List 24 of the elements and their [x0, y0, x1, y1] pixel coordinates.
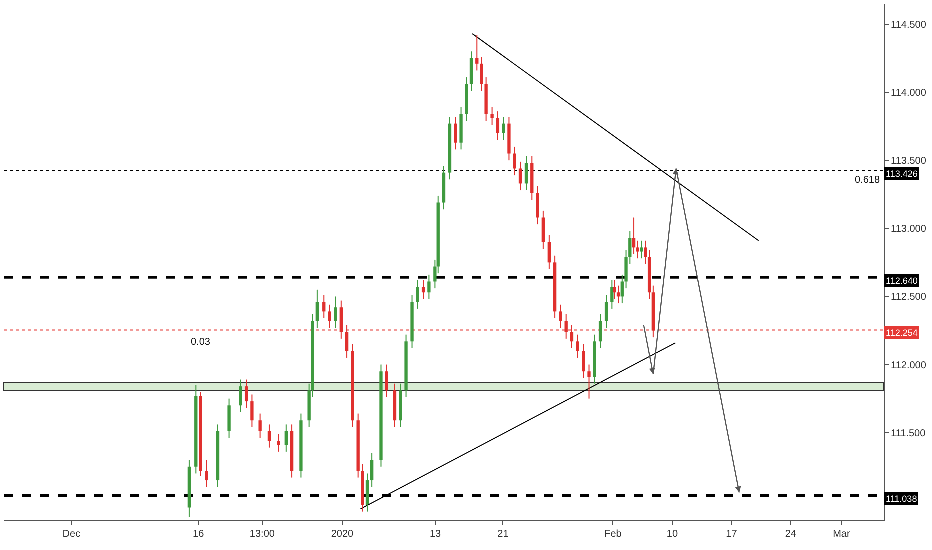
x-tick-label: 13:00 — [250, 529, 276, 540]
ref-line-label: 112.640 — [886, 276, 918, 286]
x-tick-label: 24 — [785, 529, 797, 540]
y-tick-label: 113.000 — [891, 224, 927, 236]
y-tick-label: 114.000 — [891, 88, 927, 99]
x-tick-label: Feb — [604, 529, 622, 540]
x-tick-label: 2020 — [331, 529, 354, 540]
y-tick-label: 113.500 — [891, 156, 927, 168]
y-tick-label: 114.500 — [891, 20, 927, 31]
ref-line-label: 111.038 — [886, 494, 918, 504]
y-tick-label: 112.500 — [891, 292, 927, 304]
annotation: 0.618 — [855, 175, 880, 186]
x-tick-label: 21 — [498, 529, 510, 540]
ref-line-label: 112.254 — [886, 328, 918, 338]
x-tick-label: Dec — [62, 529, 81, 540]
x-tick-label: 16 — [193, 529, 205, 540]
y-tick-label: 112.000 — [891, 360, 927, 372]
ref-line-label: 113.426 — [886, 169, 918, 179]
x-tick-label: 13 — [430, 529, 442, 540]
x-tick-label: Mar — [833, 529, 851, 540]
y-tick-label: 111.500 — [891, 428, 926, 440]
annotation: 0.03 — [191, 337, 211, 348]
x-tick-label: 17 — [726, 529, 738, 540]
x-tick-label: 10 — [666, 529, 678, 540]
